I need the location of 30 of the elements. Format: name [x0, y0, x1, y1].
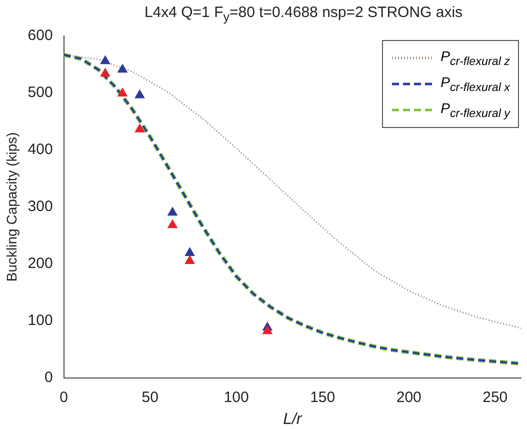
x-tick-label: 50: [142, 388, 158, 406]
y-axis-title: Buckling Capacity (kips): [3, 132, 20, 282]
point: [118, 64, 128, 73]
point: [168, 207, 178, 216]
point: [100, 56, 110, 64]
point: [262, 326, 272, 334]
y-tick-label: 400: [28, 141, 53, 158]
x-tick-label: 0: [60, 388, 68, 406]
point: [118, 88, 128, 97]
y-tick-label: 300: [28, 198, 53, 216]
x-tick-label: 250: [482, 388, 508, 406]
x-tick-label: 100: [224, 388, 249, 406]
point: [134, 124, 145, 132]
chart-title: L4x4 Q=1 F$_{y}$=80 t=0.4688 nsp=2 STRONG axis: [143, 4, 464, 24]
point: [184, 256, 195, 264]
point: [100, 68, 110, 77]
legend-label: P$_{cr-flexural x}$: [440, 74, 510, 94]
legend-label: P$_{cr-flexural z}$: [440, 48, 510, 68]
x-tick-label: 200: [396, 388, 422, 406]
point: [134, 90, 145, 98]
point: [168, 220, 178, 228]
x-axis-title: L/r: [283, 410, 302, 428]
y-tick-label: 500: [28, 84, 53, 102]
y-tick-label: 0: [44, 368, 53, 386]
y-tick-label: 200: [28, 255, 53, 272]
point: [184, 248, 195, 256]
y-tick-label: 600: [28, 27, 53, 44]
x-tick-label: 150: [310, 388, 336, 406]
y-tick-label: 100: [28, 312, 53, 329]
legend-label: P$_{cr-flexural y}$: [440, 100, 510, 120]
